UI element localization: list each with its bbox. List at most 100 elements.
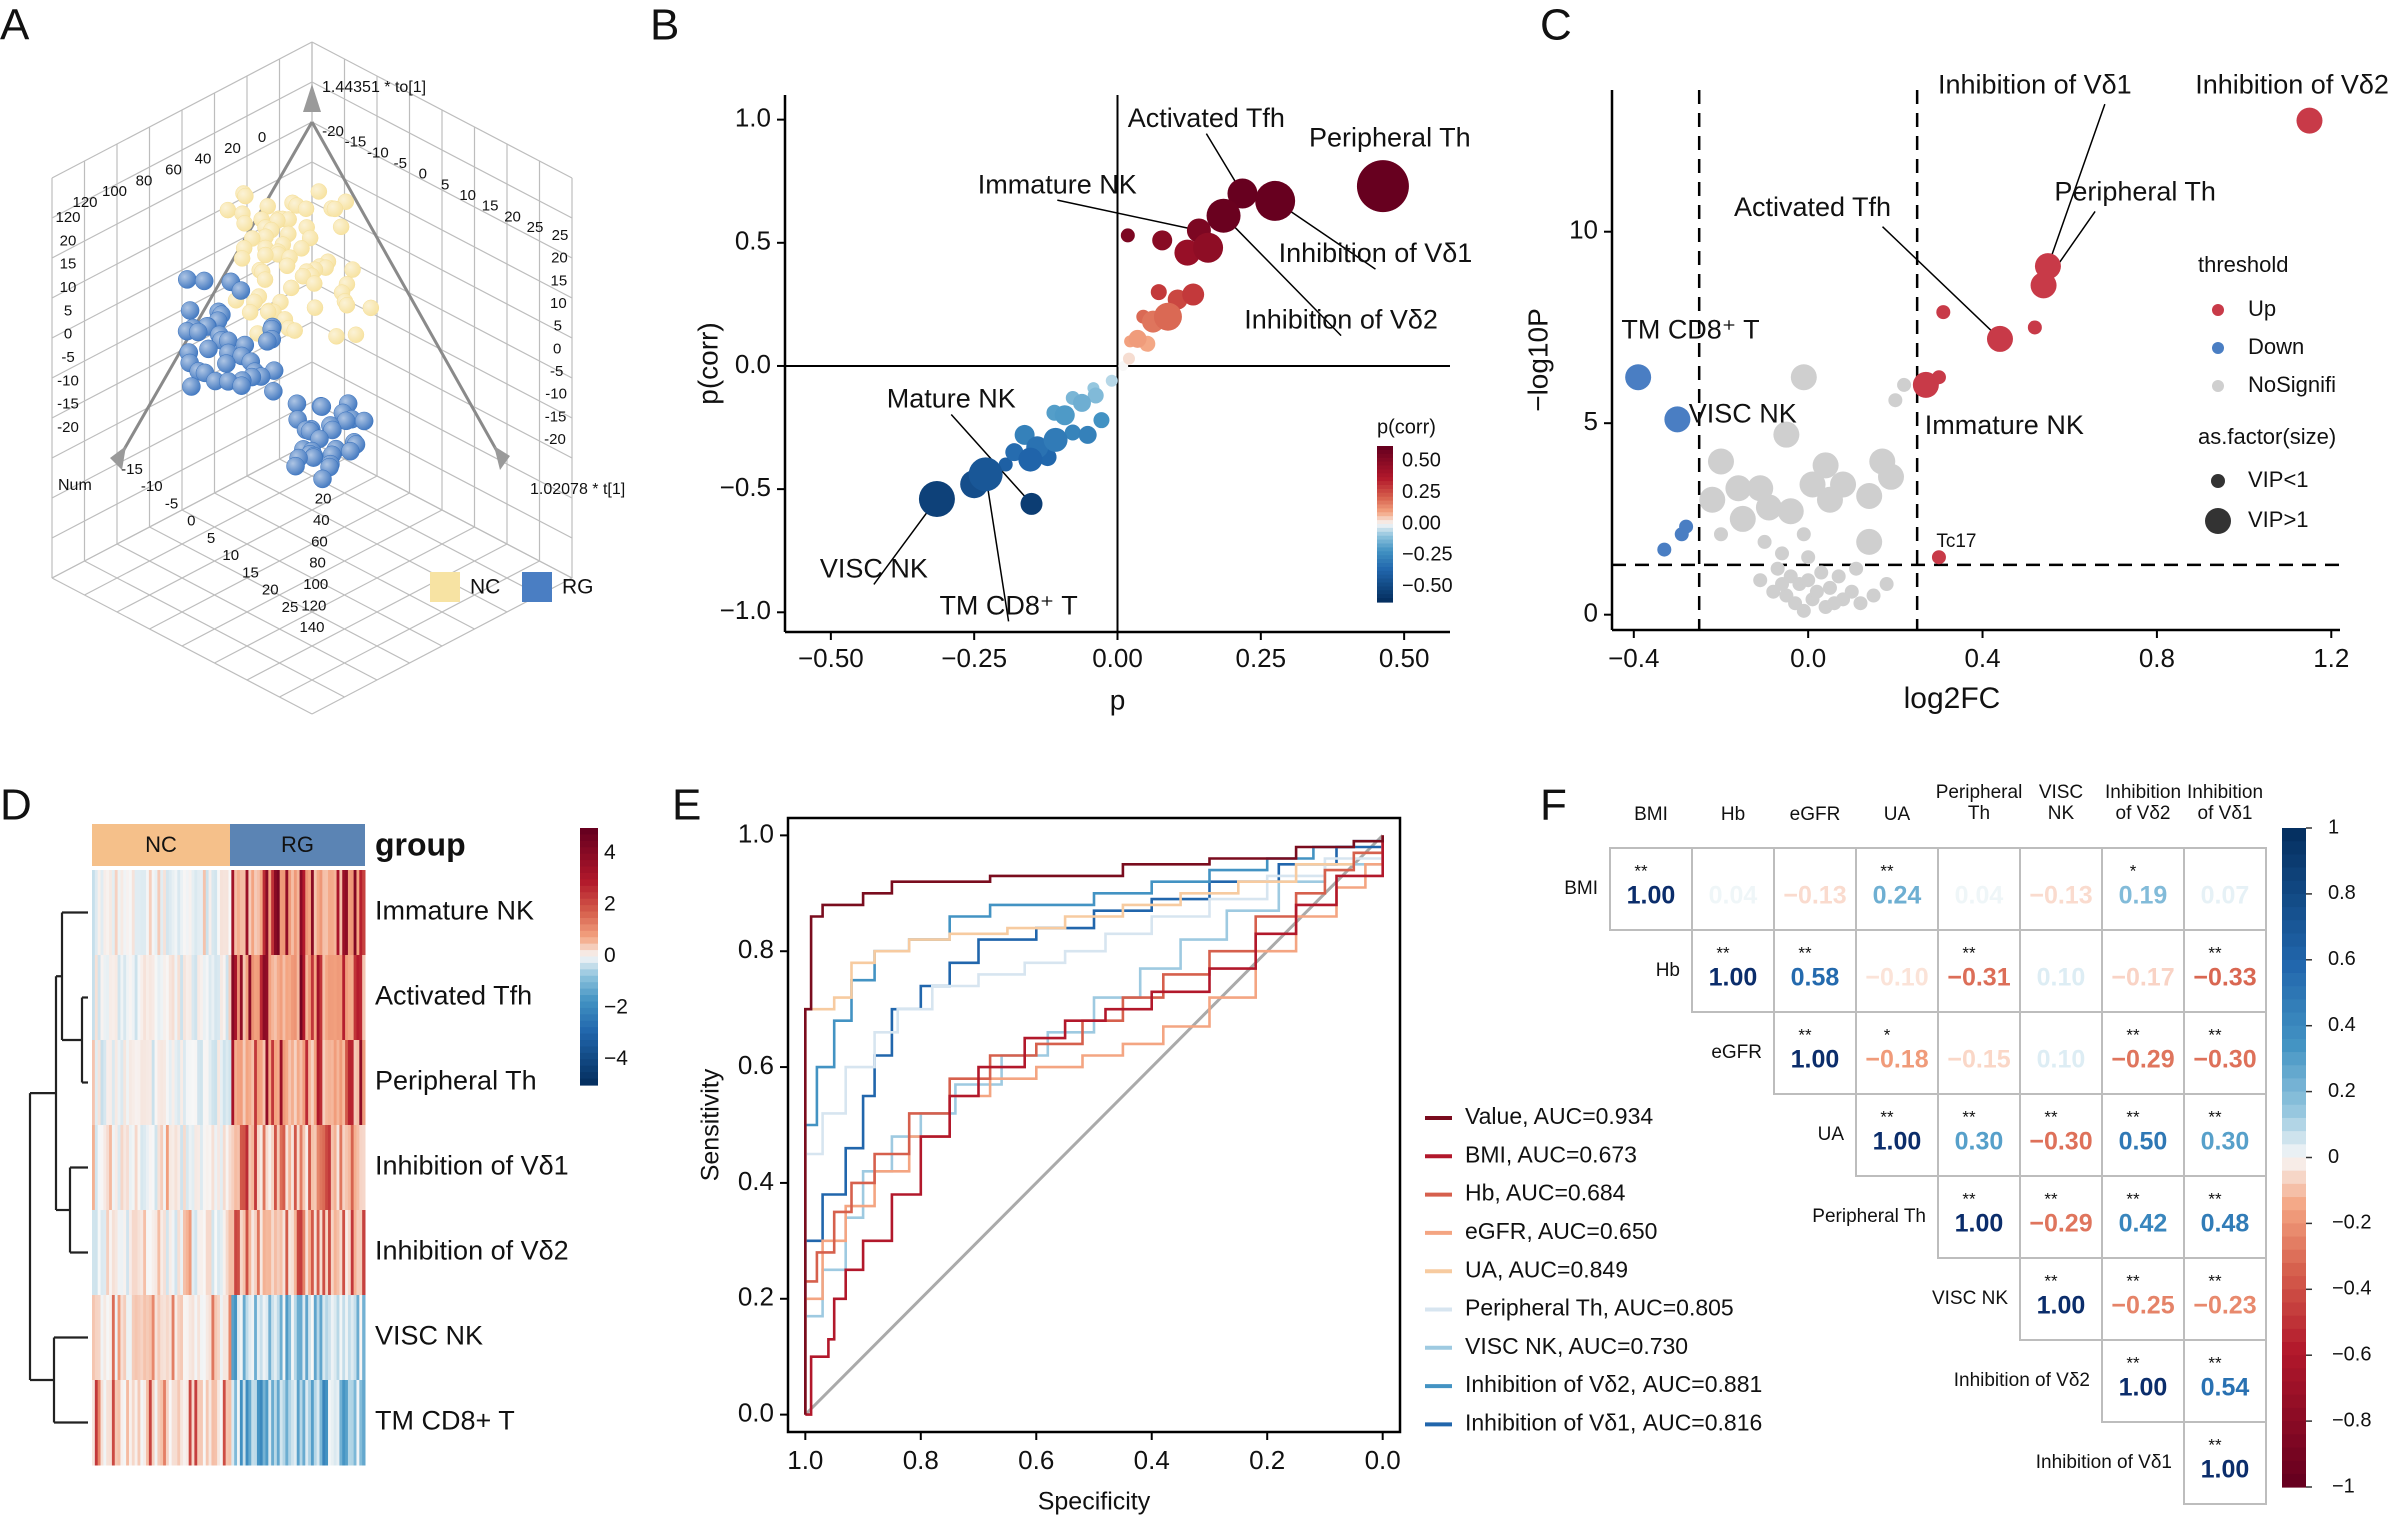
- a-tick-top-right: 25: [527, 219, 544, 236]
- d-heatmap-cell: [268, 870, 272, 956]
- d-heatmap-cell: [103, 1125, 107, 1211]
- a-point-rg: [341, 441, 360, 461]
- d-heatmap-cell: [171, 955, 175, 1041]
- d-heatmap-cell: [163, 1210, 167, 1296]
- d-heatmap-cell: [217, 1040, 221, 1126]
- a-grid-line: [51, 441, 313, 579]
- c-point-up: [2027, 320, 2042, 335]
- d-heatmap-cell: [202, 1125, 207, 1211]
- d-heatmap-cell: [157, 1125, 161, 1211]
- d-heatmap-cell: [310, 1210, 315, 1296]
- f-column-header: Peripheral: [1936, 782, 2023, 803]
- d-heatmap-cell: [151, 1125, 156, 1211]
- d-heatmap-cell: [157, 870, 161, 956]
- f-colorbar-cell: [2282, 1315, 2306, 1330]
- d-heatmap-cell: [211, 955, 215, 1041]
- d-heatmap-cell: [234, 1380, 238, 1466]
- a-point-nc: [328, 328, 345, 345]
- d-heatmap-cell: [310, 1040, 315, 1126]
- d-heatmap-cell: [208, 1295, 212, 1381]
- d-heatmap-cell: [245, 1125, 249, 1211]
- f-colorbar-cell: [2282, 893, 2306, 908]
- d-group-nc-label: NC: [145, 832, 177, 857]
- c-point-nosignifi: [1814, 565, 1829, 580]
- d-colorbar-cell: [580, 1065, 598, 1073]
- a-tick-bottom-right: 60: [311, 533, 328, 550]
- f-colorbar-cell: [2282, 1381, 2306, 1396]
- d-heatmap-cell: [291, 1295, 295, 1381]
- f-cell-value: −0.31: [1947, 964, 2010, 992]
- d-row-label: TM CD8+ T: [375, 1406, 515, 1436]
- f-significance-mark: **: [2126, 1025, 2140, 1044]
- d-heatmap-cell: [126, 870, 130, 956]
- f-colorbar-cell: [2282, 1262, 2306, 1277]
- d-heatmap-cell: [228, 1380, 232, 1466]
- f-colorbar-cell: [2282, 880, 2306, 895]
- d-heatmap-cell: [217, 1125, 221, 1211]
- d-heatmap-cell: [356, 955, 360, 1041]
- e-x-axis-label: Specificity: [1038, 1488, 1151, 1516]
- c-point-down: [1657, 542, 1672, 557]
- d-heatmap-cell: [336, 1295, 340, 1381]
- c-point-nosignifi: [1713, 527, 1728, 542]
- d-heatmap-cell: [225, 1380, 229, 1466]
- d-heatmap-cell: [97, 1210, 102, 1296]
- d-heatmap-cell: [299, 1295, 303, 1381]
- d-heatmap-cell: [336, 1125, 340, 1211]
- c-point-nosignifi: [1879, 577, 1894, 592]
- d-heatmap-cell: [237, 1210, 241, 1296]
- d-heatmap-cell: [336, 1210, 340, 1296]
- d-heatmap-cell: [177, 1295, 181, 1381]
- d-heatmap-cell: [347, 1380, 352, 1466]
- d-heatmap-cell: [123, 1210, 127, 1296]
- f-colorbar-cell: [2282, 1065, 2306, 1080]
- d-heatmap-cell: [128, 1295, 133, 1381]
- d-heatmap-cell: [345, 1125, 349, 1211]
- d-heatmap-cell: [328, 1040, 332, 1126]
- d-heatmap-cell: [92, 1040, 96, 1126]
- f-cell-value: 0.48: [2201, 1210, 2250, 1238]
- d-heatmap-cell: [94, 1040, 99, 1126]
- f-significance-mark: **: [1634, 861, 1648, 880]
- d-heatmap-cell: [148, 1040, 153, 1126]
- e-y-tick-label: 0.8: [738, 934, 774, 964]
- d-heatmap-cell: [350, 955, 355, 1041]
- d-heatmap-cell: [333, 1295, 338, 1381]
- c-point-nosignifi: [1799, 471, 1826, 498]
- d-heatmap-cell: [347, 870, 352, 956]
- d-heatmap-cell: [282, 1125, 286, 1211]
- a-point-rg: [231, 281, 251, 300]
- d-heatmap-cell: [316, 1125, 320, 1211]
- a-tick-bottom-right: 20: [315, 490, 332, 507]
- d-heatmap-cell: [146, 955, 150, 1041]
- b-point: [1020, 492, 1043, 515]
- f-significance-mark: **: [1880, 1107, 1894, 1126]
- d-heatmap-cell: [248, 1125, 252, 1211]
- f-cell-value: 0.19: [2119, 882, 2168, 910]
- b-colorbar-tick-label: −0.25: [1402, 544, 1453, 566]
- e-x-tick-label: 0.0: [1365, 1445, 1401, 1475]
- b-x-tick-label: 0.00: [1092, 643, 1143, 673]
- c-point-nosignifi: [1729, 505, 1756, 532]
- d-heatmap-cell: [143, 870, 147, 956]
- d-heatmap-cell: [146, 1125, 150, 1211]
- d-heatmap-cell: [183, 1380, 187, 1466]
- c-point-nosignifi: [1699, 486, 1726, 513]
- c-x-tick-label: 1.2: [2313, 643, 2349, 673]
- f-column-header: BMI: [1634, 804, 1668, 825]
- d-heatmap-cell: [219, 955, 224, 1041]
- d-colorbar-cell: [580, 1020, 598, 1028]
- d-heatmap-cell: [308, 870, 312, 956]
- d-heatmap-cell: [174, 1040, 178, 1126]
- d-heatmap-cell: [103, 1040, 107, 1126]
- a-point-nc: [344, 261, 361, 278]
- d-heatmap-cell: [205, 1210, 210, 1296]
- e-x-tick-label: 0.6: [1018, 1445, 1054, 1475]
- d-heatmap-cell: [296, 870, 301, 956]
- d-heatmap-cell: [259, 1125, 264, 1211]
- f-colorbar-cell: [2282, 1012, 2306, 1027]
- d-heatmap-cell: [319, 1295, 323, 1381]
- b-point: [1356, 160, 1409, 213]
- a-tick-top-right: 15: [482, 198, 499, 215]
- d-heatmap-cell: [222, 870, 227, 956]
